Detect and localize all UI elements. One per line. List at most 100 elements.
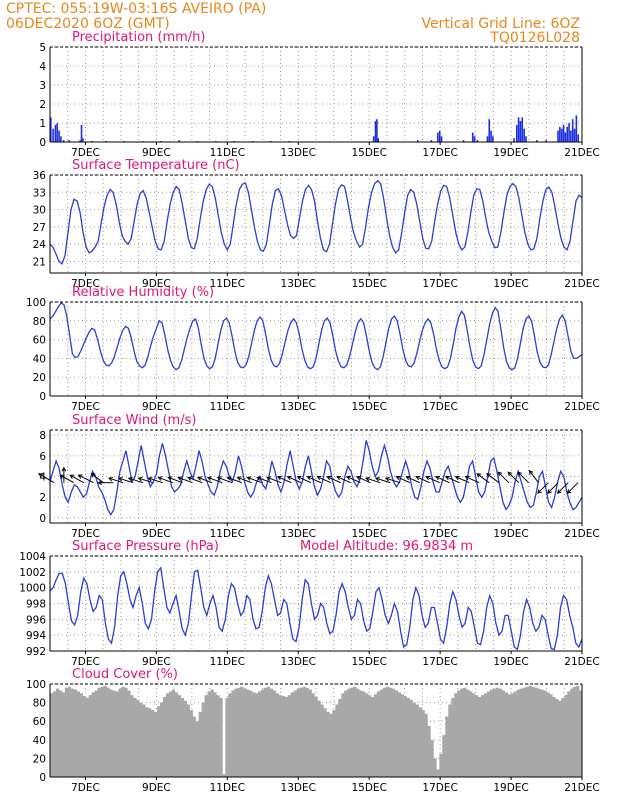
cloud-bar <box>519 688 523 777</box>
cloud-bar <box>477 697 482 777</box>
wind-arrow-head <box>77 474 83 479</box>
x-tick-label: 13DEC <box>281 278 316 290</box>
cloud-bar <box>350 687 354 777</box>
precip-bar <box>79 140 81 142</box>
precip-bar <box>545 140 547 142</box>
cloud-bar <box>305 687 309 777</box>
panel-title: Surface Temperature (nC) <box>72 158 240 173</box>
precip-bar <box>486 136 489 142</box>
cloud-bar <box>394 690 399 777</box>
cloud-bar <box>85 697 89 777</box>
y-tick-label: 4 <box>39 61 46 73</box>
x-tick-label: 7DEC <box>71 656 100 668</box>
x-tick-label: 13DEC <box>281 656 316 668</box>
cloud-bar <box>243 688 247 777</box>
cloud-bar <box>106 687 110 777</box>
x-tick-label: 13DEC <box>281 782 316 794</box>
wind-arrow <box>237 476 252 484</box>
cloud-bar <box>466 689 470 777</box>
cloud-bar <box>258 691 262 777</box>
wind-arrow-head <box>226 476 232 481</box>
wind-arrow <box>266 476 282 484</box>
series-line <box>49 302 583 371</box>
x-tick-label: 19DEC <box>493 278 528 290</box>
cloud-bar <box>400 694 404 777</box>
precip-bar <box>438 130 441 142</box>
wind-arrow-head <box>497 471 503 477</box>
cloud-bar <box>207 691 211 777</box>
panel-title: Surface Pressure (hPa) <box>72 539 219 554</box>
wind-arrow <box>385 477 401 484</box>
cloud-bar <box>498 688 503 777</box>
cloud-bar <box>480 695 485 777</box>
precip-bar <box>517 117 520 142</box>
wind-arrow-head <box>306 475 312 481</box>
cloud-bar <box>397 692 402 777</box>
y-tick-label: 21 <box>33 256 46 268</box>
precip-bar <box>564 132 567 142</box>
wind-arrow-head <box>346 475 352 481</box>
y-tick-label: 33 <box>33 187 46 199</box>
wind-arrow-head <box>556 489 562 494</box>
y-tick-label: 5 <box>39 42 46 54</box>
wind-arrow-head <box>246 476 252 481</box>
cloud-bar <box>237 687 241 777</box>
cloud-bar <box>82 696 86 777</box>
y-tick-label: 40 <box>33 353 46 365</box>
panel-4: 992 994 996 998 1000 1002 1004 7DEC 9DEC 11DEC 13D… <box>19 539 599 668</box>
wind-arrow-head <box>256 476 262 481</box>
cloud-bar <box>240 686 244 777</box>
wind-arrow-head <box>177 476 183 481</box>
wind-arrow-head <box>107 476 113 482</box>
wind-arrow <box>415 476 430 484</box>
wind-arrow <box>197 476 213 484</box>
wind-arrow <box>128 477 144 484</box>
cloud-bar <box>338 698 342 777</box>
cloud-bar <box>156 706 161 777</box>
cloud-bar <box>335 704 339 777</box>
cloud-bar <box>266 686 271 777</box>
header-grid-line: Vertical Grid Line: 6OZ <box>421 16 580 32</box>
cloud-bar <box>183 700 188 777</box>
wind-arrow <box>207 476 223 484</box>
cloud-bar <box>406 697 410 777</box>
cloud-bar <box>118 688 122 777</box>
cloud-bar <box>103 685 107 777</box>
wind-arrow-head <box>61 466 67 472</box>
precip-bar <box>577 134 580 142</box>
x-tick-label: 7DEC <box>71 782 100 794</box>
wind-arrow-head <box>206 476 212 481</box>
cloud-bar <box>198 711 202 777</box>
cloud-bar <box>293 690 297 777</box>
wind-arrow-head <box>127 476 133 482</box>
cloud-bar <box>296 688 300 777</box>
cloud-bar <box>552 697 556 777</box>
cloud-bar <box>130 695 134 777</box>
x-tick-label: 15DEC <box>351 656 386 668</box>
wind-arrow <box>187 476 203 484</box>
precip-bar <box>473 136 476 142</box>
precip-bar <box>513 138 515 142</box>
wind-arrow-head <box>415 475 421 481</box>
cloud-bar <box>579 690 583 777</box>
cloud-bar <box>142 704 146 777</box>
precip-bar <box>372 136 375 142</box>
cloud-bar <box>433 758 437 777</box>
cloud-bar <box>272 690 277 777</box>
cloud-bar <box>555 698 559 777</box>
cloud-bar <box>308 689 312 777</box>
x-tick-label: 9DEC <box>142 278 171 290</box>
x-tick-label: 9DEC <box>142 656 171 668</box>
precip-bar <box>471 132 474 142</box>
y-tick-label: 100 <box>26 297 46 309</box>
cloud-bar <box>525 686 529 777</box>
cloud-bar <box>362 691 366 777</box>
x-tick-label: 7DEC <box>71 528 100 540</box>
wind-arrow <box>307 476 322 484</box>
cloud-bar <box>531 686 535 777</box>
cloud-bar <box>454 693 458 777</box>
cloud-bar <box>385 686 390 777</box>
cloud-bar <box>165 693 170 777</box>
y-tick-label: 60 <box>33 335 46 347</box>
